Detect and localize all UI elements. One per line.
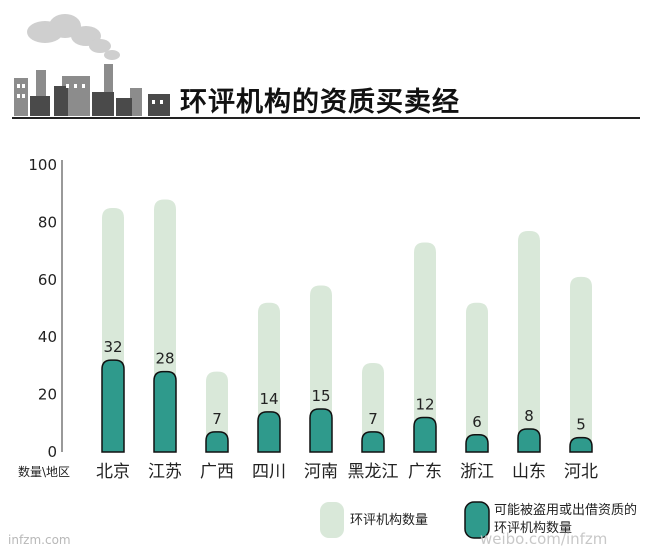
bar-total	[414, 242, 436, 452]
y-tick-label: 20	[38, 386, 57, 404]
x-category-label: 山东	[512, 462, 546, 482]
bar-suspect	[101, 359, 125, 453]
y-tick-label: 60	[38, 271, 57, 289]
x-category-label: 北京	[96, 462, 130, 482]
legend-swatch-suspect	[464, 501, 490, 539]
y-tick-label: 40	[38, 328, 57, 346]
legend: 环评机构数量 可能被盗用或出借资质的 环评机构数量	[320, 501, 641, 539]
x-axis-label: 数量\地区	[18, 464, 70, 479]
y-tick-label: 80	[38, 213, 57, 231]
x-category-label: 江苏	[148, 462, 182, 482]
bar-suspect	[465, 434, 489, 453]
data-label: 32	[103, 338, 122, 356]
x-category-label: 四川	[252, 462, 286, 482]
header-divider	[12, 117, 640, 119]
data-label: 15	[311, 387, 330, 405]
bar-suspect	[517, 428, 541, 453]
x-category-label: 浙江	[460, 462, 494, 482]
bar-suspect	[569, 436, 593, 453]
x-category-label: 河南	[304, 462, 338, 482]
bar-total	[570, 276, 592, 452]
legend-label-suspect: 可能被盗用或出借资质的 环评机构数量	[494, 502, 641, 536]
x-category-label: 黑龙江	[348, 462, 399, 482]
x-category-label: 河北	[564, 462, 598, 482]
bar-suspect	[309, 408, 333, 453]
x-category-label: 广西	[200, 462, 234, 482]
data-label: 14	[259, 390, 278, 408]
bar-suspect	[361, 431, 385, 453]
factory-skyline-icon	[14, 14, 170, 116]
data-label: 6	[472, 413, 482, 431]
bar-total	[362, 363, 384, 452]
data-label: 5	[576, 416, 586, 434]
source-credit: infzm.com	[8, 533, 71, 547]
data-label: 7	[212, 410, 222, 428]
y-tick-label: 0	[47, 443, 57, 461]
bar-total	[466, 302, 488, 452]
legend-label-total: 环评机构数量	[350, 513, 428, 528]
y-tick-label: 100	[28, 156, 57, 174]
data-label: 28	[155, 350, 174, 368]
x-category-label: 广东	[408, 462, 442, 482]
bar-suspect	[153, 370, 177, 453]
data-label: 12	[415, 396, 434, 414]
data-label: 8	[524, 407, 534, 425]
watermark: weibo.com/infzm	[480, 530, 608, 548]
bar-suspect	[205, 431, 229, 453]
legend-swatch-total	[320, 502, 344, 538]
bar-suspect	[413, 416, 437, 453]
page-title: 环评机构的资质买卖经	[180, 87, 460, 118]
bar-suspect	[257, 411, 281, 453]
data-label: 7	[368, 410, 378, 428]
bar-total	[518, 231, 540, 452]
